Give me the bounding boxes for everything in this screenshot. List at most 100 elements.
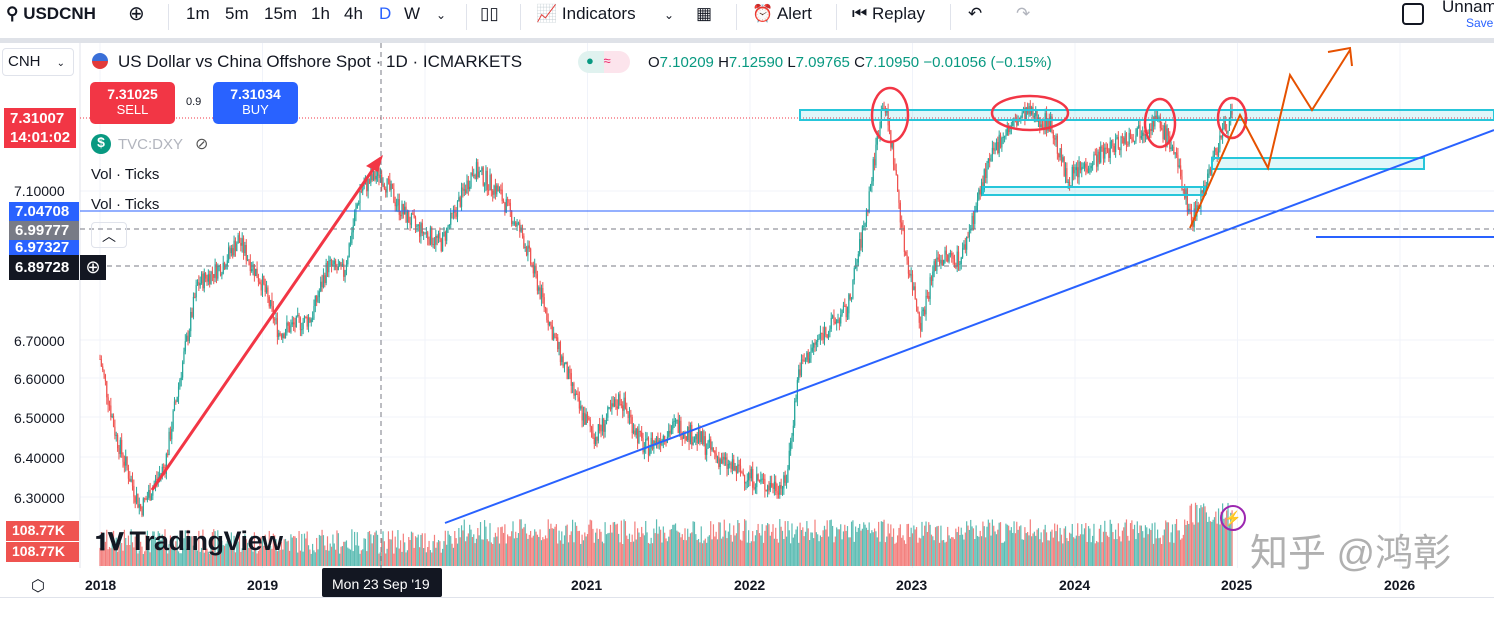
arrow-head — [366, 155, 383, 172]
candles-icon[interactable]: ▯▯ — [480, 4, 499, 23]
candle-body — [473, 175, 475, 177]
interval-d[interactable]: D — [379, 4, 392, 23]
volume-bar — [456, 543, 459, 566]
indicators-button[interactable]: 📈 Indicators — [536, 4, 636, 23]
volume-bar — [340, 546, 342, 566]
volume-bar — [1074, 538, 1076, 566]
candle-body — [691, 424, 693, 445]
volume-bar — [99, 547, 101, 566]
candle-body — [496, 185, 498, 195]
chevron-down-icon[interactable]: ⌄ — [436, 8, 447, 22]
volume-bar — [976, 535, 979, 566]
candle-body — [282, 333, 284, 338]
volume-bar — [993, 525, 995, 566]
settings-icon[interactable]: ⬡ — [31, 578, 45, 595]
candle-body — [627, 411, 629, 419]
candle-body — [1012, 120, 1014, 126]
volume-bar — [586, 534, 589, 566]
interval-15m[interactable]: 15m — [264, 4, 298, 23]
replay-button[interactable]: ⏮ Replay — [852, 4, 925, 23]
redo-icon[interactable]: ↷ — [1016, 4, 1031, 23]
candle-body — [845, 305, 847, 318]
symbol-search[interactable]: ⚲ USDCNH — [6, 4, 96, 23]
compare-add-icon[interactable]: ⊕ — [128, 3, 145, 25]
volume-bar — [333, 543, 335, 566]
volume-bar — [395, 547, 398, 566]
templates-icon[interactable]: ▦ — [696, 4, 713, 23]
interval-4h[interactable]: 4h — [344, 4, 363, 23]
add-plus-icon[interactable]: ⊕ — [80, 255, 106, 280]
collapse-legend-button[interactable]: ︿ — [91, 222, 127, 248]
candle-body — [447, 226, 449, 228]
volume-bar — [680, 537, 682, 566]
buy-button[interactable]: 7.31034 BUY — [213, 82, 298, 124]
interval-5m[interactable]: 5m — [225, 4, 249, 23]
volume-bar — [676, 530, 678, 566]
candle-body — [764, 479, 766, 490]
volume-bar — [765, 525, 767, 566]
volume-bar — [603, 543, 605, 566]
volume-bar — [783, 539, 785, 566]
candle-body — [1060, 148, 1063, 162]
volume-bar — [1220, 511, 1222, 566]
layout-checkbox[interactable] — [1402, 3, 1424, 25]
interval-1h[interactable]: 1h — [311, 4, 330, 23]
undo-icon[interactable]: ↶ — [968, 4, 983, 23]
candle-body — [561, 356, 563, 362]
candle-body — [699, 430, 701, 443]
candle-body — [1115, 138, 1117, 153]
volume-bar — [960, 527, 962, 566]
candle-body — [130, 479, 132, 482]
alert-button[interactable]: ⏰ Alert — [752, 4, 812, 23]
volume-bar — [1171, 524, 1174, 566]
volume-bar — [794, 534, 796, 566]
volume-bar — [1157, 529, 1159, 566]
volume-bar — [769, 535, 771, 566]
volume-bar — [1217, 508, 1220, 566]
candle-body — [307, 317, 310, 327]
volume-bar — [1112, 532, 1114, 566]
lightning-icon[interactable]: ⚡ — [1220, 505, 1246, 531]
compare-symbol[interactable]: TVC:DXY — [118, 136, 184, 153]
layout-name[interactable]: Unnam — [1442, 0, 1494, 16]
candle-body — [247, 259, 249, 261]
volume-bar — [669, 529, 671, 566]
interval-w[interactable]: W — [404, 4, 421, 23]
candle-body — [1073, 166, 1075, 174]
candle-body — [914, 286, 916, 300]
candle-body — [509, 202, 511, 211]
volume-bar — [700, 526, 702, 566]
volume-bar — [582, 540, 585, 566]
candle-body — [299, 317, 302, 331]
chevron-down-icon[interactable]: ⌄ — [664, 8, 675, 22]
candle-body — [1155, 115, 1157, 120]
volume-legend-1[interactable]: Vol · Ticks — [91, 166, 160, 183]
volume-bar — [620, 520, 622, 566]
volume-bar — [133, 547, 135, 566]
currency-select[interactable]: CNH ⌄ — [2, 48, 74, 76]
candle-body — [280, 334, 283, 338]
volume-bar — [967, 525, 969, 566]
eye-off-icon[interactable]: ⊘ — [195, 136, 209, 153]
volume-bar — [574, 522, 576, 566]
volume-bar — [837, 529, 839, 566]
candle-body — [557, 337, 559, 350]
candle-body — [1078, 161, 1080, 178]
candle-body — [676, 419, 678, 421]
volume-legend-2[interactable]: Vol · Ticks — [91, 196, 160, 213]
save-link[interactable]: Save — [1466, 16, 1494, 30]
candle-body — [475, 162, 478, 180]
sell-button[interactable]: 7.31025 SELL — [90, 82, 175, 124]
volume-bar — [509, 536, 511, 566]
volume-bar — [167, 553, 169, 566]
candle-body — [711, 447, 713, 450]
volume-bar — [325, 550, 327, 566]
volume-bar — [683, 539, 685, 566]
interval-1m[interactable]: 1m — [186, 4, 210, 23]
candle-body — [608, 407, 610, 409]
candle-body — [693, 439, 696, 443]
candle-body — [960, 257, 962, 265]
volume-bar — [813, 538, 815, 566]
volume-bar — [416, 537, 418, 566]
